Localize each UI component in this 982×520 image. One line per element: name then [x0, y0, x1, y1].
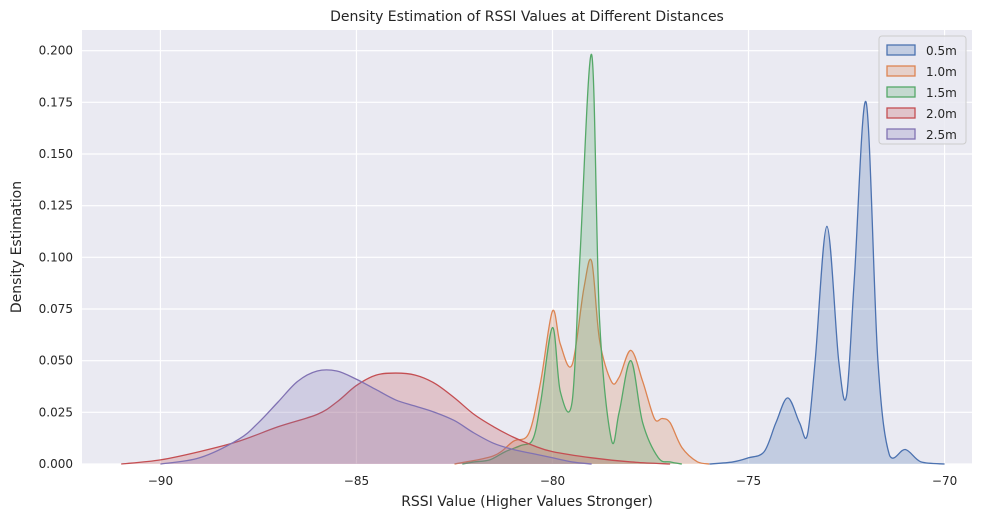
x-tick-label: −70 — [932, 474, 957, 488]
y-tick-label: 0.050 — [39, 354, 73, 368]
y-tick-label: 0.150 — [39, 147, 73, 161]
x-tick-label: −90 — [148, 474, 173, 488]
density-area-2.5m — [160, 369, 592, 464]
legend-label: 1.5m — [926, 86, 957, 100]
y-axis-ticks: 0.000 0.025 0.050 0.075 0.100 0.125 0.150 0.175… — [39, 44, 73, 471]
density-line-2.5m — [160, 369, 592, 465]
density-area-0.5m — [709, 101, 945, 464]
chart-title: Density Estimation of RSSI Values at Dif… — [330, 9, 724, 25]
y-tick-label: 0.175 — [39, 95, 73, 109]
legend-box — [878, 35, 967, 145]
y-axis-title: Density Estimation — [9, 181, 25, 313]
y-tick-label: 0.075 — [39, 302, 73, 316]
y-tick-label: 0.200 — [39, 44, 73, 58]
grid-lines — [82, 30, 972, 465]
density-line-0.5m — [709, 100, 945, 465]
x-tick-label: −75 — [736, 474, 761, 488]
x-tick-label: −80 — [540, 474, 565, 488]
y-tick-label: 0.025 — [39, 405, 73, 419]
density-line-2.0m — [121, 372, 671, 465]
legend-swatch — [886, 44, 916, 56]
y-tick-label: 0.100 — [39, 250, 73, 264]
density-areas — [121, 54, 945, 465]
legend-label: 1.0m — [926, 65, 957, 79]
y-tick-label: 0.000 — [39, 457, 73, 471]
legend: 0.5m 1.0m 1.5m 2.0m 2.5m — [878, 35, 967, 145]
legend-swatch — [886, 86, 916, 98]
legend-swatch — [886, 107, 916, 119]
x-axis-ticks: −90 −85 −80 −75 −70 — [148, 474, 957, 488]
density-line-1.0m — [454, 258, 710, 465]
legend-label: 2.0m — [926, 107, 957, 121]
density-line-1.5m — [462, 54, 682, 465]
legend-swatch — [886, 65, 916, 77]
legend-label: 0.5m — [926, 44, 957, 58]
x-axis-title: RSSI Value (Higher Values Stronger) — [401, 494, 653, 510]
x-tick-label: −85 — [344, 474, 369, 488]
legend-swatch — [886, 128, 916, 140]
density-area-1.0m — [454, 259, 710, 464]
density-area-2.0m — [121, 373, 671, 464]
y-tick-label: 0.125 — [39, 199, 73, 213]
legend-label: 2.5m — [926, 128, 957, 142]
